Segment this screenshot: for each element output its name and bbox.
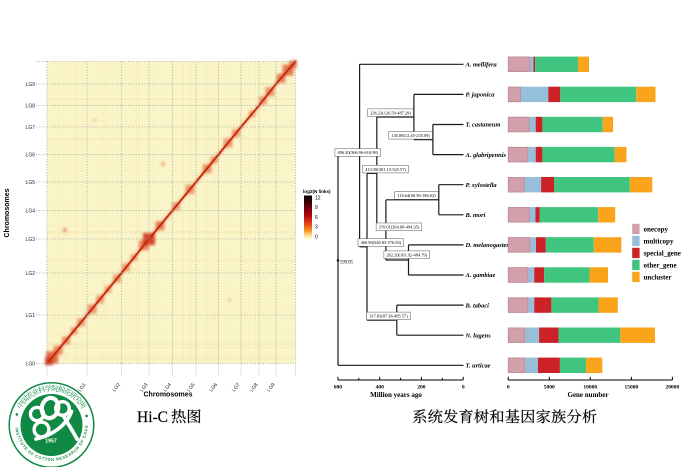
svg-text:0: 0 (507, 385, 510, 391)
svg-text:0: 0 (315, 235, 318, 241)
svg-text:LG6: LG6 (26, 152, 36, 158)
svg-text:20000: 20000 (666, 385, 680, 391)
svg-text:400: 400 (376, 385, 385, 391)
svg-text:B. tabaci: B. tabaci (465, 302, 490, 309)
svg-text:LG3: LG3 (139, 382, 150, 393)
svg-text:log2(N links): log2(N links) (303, 189, 331, 194)
svg-text:496.20(366.96-610.98): 496.20(366.96-610.98) (337, 150, 378, 155)
svg-text:LG2: LG2 (112, 382, 123, 393)
svg-text:LG8: LG8 (26, 103, 36, 109)
svg-text:370.01(264.08-494.35): 370.01(264.08-494.35) (379, 225, 420, 230)
svg-text:LG2: LG2 (26, 271, 36, 277)
svg-text:317.83(87.36-485.57): 317.83(87.36-485.57) (369, 314, 408, 319)
svg-text:Hi-C: Hi-C (137, 409, 168, 426)
svg-text:116.64(60.56-186.62): 116.64(60.56-186.62) (397, 193, 436, 198)
svg-text:Chromosomes: Chromosomes (143, 392, 192, 399)
svg-text:3: 3 (315, 225, 318, 231)
svg-text:LG7: LG7 (231, 382, 242, 393)
svg-text:12: 12 (315, 196, 321, 202)
svg-text:LG4: LG4 (163, 382, 174, 393)
svg-text:460.90(340.83-576.83): 460.90(340.83-576.83) (361, 240, 402, 245)
svg-text:LG0: LG0 (26, 361, 36, 367)
svg-text:413.58(301.13-525.57): 413.58(301.13-525.57) (365, 167, 406, 172)
svg-text:10000: 10000 (583, 385, 597, 391)
svg-text:5000: 5000 (544, 385, 555, 391)
svg-text:6: 6 (315, 215, 318, 221)
svg-text:LG1: LG1 (26, 313, 36, 319)
svg-text:B. mori: B. mori (465, 212, 486, 219)
svg-text:onecopy: onecopy (644, 225, 669, 233)
svg-text:A. mellifera: A. mellifera (465, 62, 498, 69)
svg-text:special_gene: special_gene (644, 249, 681, 257)
svg-text:LG4: LG4 (26, 208, 36, 214)
svg-text:9: 9 (315, 205, 318, 211)
svg-text:other_gene: other_gene (644, 261, 677, 269)
svg-text:T. urticae: T. urticae (466, 363, 491, 370)
svg-text:uncluster: uncluster (644, 273, 672, 281)
svg-text:15000: 15000 (625, 385, 639, 391)
svg-text:LG6: LG6 (209, 382, 220, 393)
svg-text:599.85: 599.85 (340, 260, 354, 265)
svg-text:1957: 1957 (45, 439, 57, 445)
svg-text:LG3: LG3 (26, 237, 36, 243)
svg-text:0: 0 (462, 385, 465, 391)
svg-text:LG8: LG8 (249, 382, 260, 393)
svg-text:Chromosomes: Chromosomes (4, 188, 11, 237)
svg-text:LG5: LG5 (26, 180, 36, 186)
svg-text:262.20(161.92-484.79): 262.20(161.92-484.79) (386, 252, 427, 257)
svg-text:T. castaneum: T. castaneum (466, 122, 501, 129)
svg-text:LG1: LG1 (77, 382, 88, 393)
svg-text:N. lugens: N. lugens (465, 332, 492, 339)
svg-text:200: 200 (417, 385, 426, 391)
svg-text:Gene number: Gene number (567, 391, 608, 399)
svg-text:236.23(126.59-487.29): 236.23(126.59-487.29) (370, 110, 411, 115)
svg-text:600: 600 (334, 385, 343, 391)
svg-text:Million years ago: Million years ago (370, 391, 422, 399)
svg-text:D. melanogaster: D. melanogaster (465, 242, 510, 249)
svg-text:LG9: LG9 (266, 382, 277, 393)
svg-text:LG7: LG7 (26, 125, 36, 131)
svg-text:A. glabripennis: A. glabripennis (465, 152, 507, 159)
svg-text:145.08(12.45-235.09): 145.08(12.45-235.09) (391, 133, 430, 138)
svg-text:A. gambiae: A. gambiae (465, 272, 496, 279)
svg-text:LG9: LG9 (26, 82, 36, 88)
svg-text:multicopy: multicopy (644, 237, 674, 245)
svg-text:P. xylostella: P. xylostella (466, 182, 498, 189)
svg-text:LG5: LG5 (186, 382, 197, 393)
svg-text:P. japonica: P. japonica (466, 92, 496, 99)
